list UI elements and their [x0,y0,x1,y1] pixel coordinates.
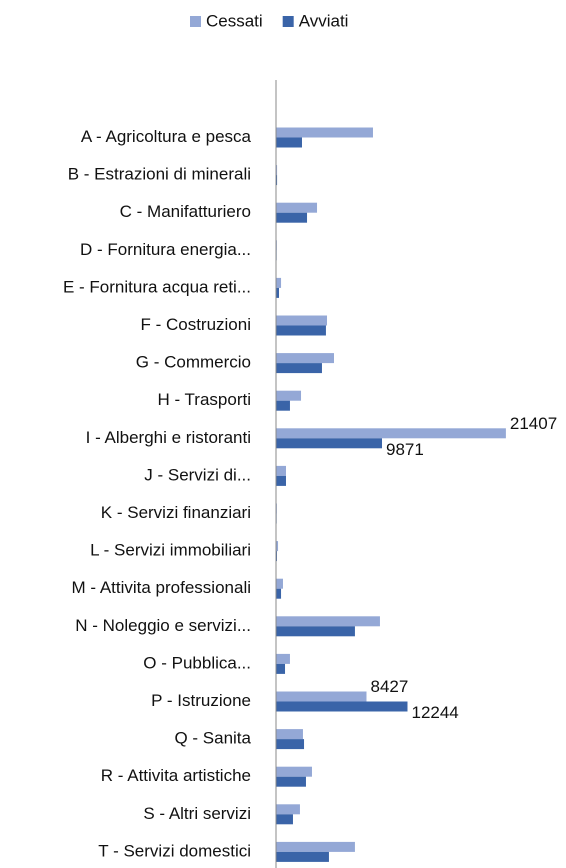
bar [276,653,290,664]
bar [276,315,328,326]
y-tick-label: G - Commercio [136,353,251,372]
y-tick-label: M - Attivita professionali [71,578,251,597]
bar [276,353,334,364]
bar [276,578,283,589]
y-tick-label: F - Costruzioni [140,315,251,334]
y-tick-label: S - Altri servizi [143,804,251,823]
bar [276,363,322,374]
y-tick-label: L - Servizi immobiliari [90,541,251,560]
bar [276,475,286,486]
bar [276,729,303,740]
data-label: 8427 [370,677,408,696]
bar [276,400,290,411]
y-tick-label: K - Servizi finanziari [101,503,251,522]
bar [276,390,302,401]
y-tick-label: N - Noleggio e servizi... [75,616,251,635]
bar [276,438,383,449]
bar [276,202,318,213]
y-tick-label: D - Fornitura energia... [80,240,251,259]
bar [276,277,282,288]
y-tick-label: B - Estrazioni di minerali [68,165,251,184]
bar [276,428,506,439]
bar [276,287,280,298]
y-tick-label: T - Servizi domestici [98,841,251,860]
y-tick-label: Q - Sanita [174,729,251,748]
bar [276,841,355,852]
bar [276,663,286,674]
bar [276,691,367,702]
bar [276,814,293,825]
bar [276,739,305,750]
bar [276,776,306,787]
data-label: 12244 [411,703,458,722]
y-tick-label: E - Fornitura acqua reti... [63,277,251,296]
y-tick-label: I - Alberghi e ristoranti [86,428,251,447]
y-tick-label: J - Servizi di... [144,465,251,484]
bar [276,804,300,815]
bar [276,465,286,476]
bar [276,325,326,336]
bar [276,137,302,148]
bar [276,626,355,637]
bar [276,851,329,862]
y-tick-label: C - Manifatturiero [120,202,251,221]
bar [276,701,408,712]
data-label: 21407 [510,414,557,433]
y-tick-label: O - Pubblica... [143,653,251,672]
y-tick-label: A - Agricoltura e pesca [81,127,252,146]
bar [276,541,279,552]
data-label: 9871 [386,440,424,459]
y-tick-label: R - Attivita artistiche [101,766,251,785]
bar [276,766,312,777]
bar [276,127,373,138]
y-tick-label: H - Trasporti [157,390,251,409]
y-tick-label: P - Istruzione [151,691,251,710]
legend-swatch [282,16,294,27]
legend-label: Cessati [206,11,263,30]
legend-swatch [190,16,201,27]
legend-label: Avviati [299,11,349,30]
bar [276,212,308,223]
bar [276,616,380,627]
bar [276,165,278,176]
bar [276,588,282,599]
bar [276,175,278,186]
